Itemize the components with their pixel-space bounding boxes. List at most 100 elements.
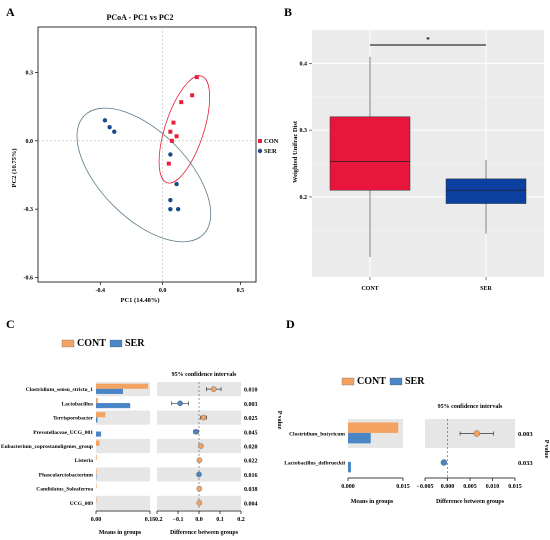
difference-point — [196, 457, 203, 464]
p-value: 0.003 — [518, 431, 533, 438]
pcoa-xlabel: PC1 (14.48%) — [121, 297, 160, 304]
pcoa-xtick-label: -0.4 — [96, 288, 106, 294]
legend-label-ser: SER — [405, 376, 425, 387]
panel-c-plot-area: Clostridium_sensu_stricto_1 0.010 Lactobac… — [1, 382, 258, 523]
legend-label-cont: CONT — [357, 376, 386, 387]
pcoa-point-ser — [168, 197, 173, 203]
legend-swatch-ser — [389, 377, 403, 386]
boxplot-ylabel: Weighted Unifrac Dist — [292, 120, 299, 183]
pcoa-plot-area: -0.4 0.0 0.5 -0.6 -0.3 0.0 0.3 CON SER — [24, 26, 279, 294]
right-xtick-label: 0.1 — [216, 517, 224, 523]
difference-point — [210, 386, 217, 392]
boxplot-ytick-label: 0.2 — [300, 195, 308, 201]
mean-bar-cont — [96, 412, 106, 418]
panel-b-letter: B — [284, 5, 292, 19]
row-band-right — [157, 410, 241, 425]
difference-point — [196, 485, 203, 492]
pcoa-point-ser — [168, 152, 173, 157]
pcoa-title: PCoA - PC1 vs PC2 — [106, 13, 173, 22]
panel-c-left-xlabel: Means in groups — [99, 530, 142, 536]
left-xtick-label: 0.00 — [91, 517, 102, 523]
p-value: 0.003 — [244, 402, 258, 408]
legend-label-cont: CONT — [77, 338, 106, 349]
right-xtick-label: 0.005 — [463, 484, 477, 490]
boxplot-significance-star: * — [426, 36, 430, 44]
taxon-label: Clostridium_sensu_stricto_1 — [26, 387, 93, 393]
taxon-label: Listeria — [75, 458, 94, 464]
p-value: 0.033 — [518, 460, 533, 467]
left-xtick-label: 0.000 — [341, 484, 355, 490]
boxplot-xtick-label: CONT — [361, 286, 378, 292]
row-band-left — [96, 438, 150, 454]
pcoa-point-ser — [174, 181, 179, 187]
panel-d-legend: CONT SER — [341, 376, 425, 387]
legend-swatch-cont — [61, 339, 75, 348]
mean-bar-ser — [348, 432, 371, 444]
boxplot-box-ser — [445, 178, 527, 204]
pcoa-point-con — [169, 138, 174, 143]
difference-point — [177, 400, 183, 407]
panel-b-boxplot: B Weighted Unifrac Dist 0.2 0.3 0.4 CONT SER… — [284, 5, 544, 292]
p-value: 0.004 — [244, 501, 258, 507]
taxon-label: Clostridium_butyricum — [289, 432, 345, 438]
right-xtick-label: −0.005 — [417, 484, 434, 490]
panel-c-pvalue-label: P value — [276, 411, 282, 430]
mean-bar-ser — [96, 417, 98, 423]
p-value: 0.045 — [244, 430, 258, 436]
row-band-right — [157, 382, 241, 397]
right-xtick-label: 0.015 — [508, 484, 522, 490]
right-xtick-label: 0.000 — [441, 484, 455, 490]
pcoa-point-ser — [175, 206, 181, 212]
difference-point — [473, 430, 480, 437]
p-value: 0.016 — [244, 473, 258, 479]
mean-bar-cont — [96, 497, 97, 503]
pcoa-point-ser — [107, 124, 112, 130]
pcoa-point-ser — [168, 206, 173, 212]
boxplot-plot-area: 0.2 0.3 0.4 CONT SER * — [300, 29, 544, 292]
pcoa-legend-swatch — [257, 148, 263, 154]
mean-bar-cont — [96, 454, 97, 460]
pcoa-point-con — [194, 75, 199, 80]
pcoa-ytick-label: -0.3 — [24, 207, 34, 213]
taxon-label: UCG_009 — [70, 501, 93, 507]
taxon-label: Eubacterium_coprostanoligenes_group — [1, 444, 93, 450]
right-xtick-label: 0.2 — [237, 517, 245, 523]
p-value: 0.025 — [244, 416, 258, 422]
panel-d-left-xlabel: Means in groups — [351, 499, 394, 505]
pcoa-point-con — [174, 134, 179, 139]
legend-label-ser: SER — [125, 338, 145, 349]
mean-bar-cont — [96, 440, 100, 446]
pcoa-ellipse-ser — [76, 107, 212, 243]
pcoa-legend-label: CON — [264, 138, 279, 145]
pcoa-ytick-label: 0.3 — [26, 71, 34, 77]
pcoa-xtick-label: 0.5 — [237, 288, 245, 294]
panel-c-right-xlabel: Difference between groups — [170, 530, 239, 536]
difference-point — [440, 459, 448, 466]
pcoa-legend-swatch — [258, 139, 262, 143]
panel-c-legend: CONT SER — [61, 338, 145, 349]
row-band-left — [96, 467, 150, 482]
taxon-label: Lactobacillus — [62, 401, 93, 407]
mean-bar-ser — [96, 388, 123, 394]
right-xtick-label: −0.2 — [152, 517, 163, 523]
pcoa-point-ser — [102, 118, 108, 123]
pcoa-ellipse-con — [158, 75, 211, 184]
pcoa-legend-label: SER — [264, 148, 277, 155]
difference-point — [200, 414, 207, 421]
taxon-label: Prevotellaceae_UCG_001 — [33, 430, 93, 436]
difference-point — [196, 471, 202, 478]
pcoa-point-con — [171, 120, 176, 125]
panel-d-pvalue-label: P value — [543, 440, 549, 459]
pcoa-ytick-label: 0.0 — [26, 139, 34, 145]
pcoa-point-con — [190, 93, 195, 98]
boxplot-ytick-label: 0.3 — [300, 128, 308, 134]
mean-bar-ser — [96, 403, 131, 409]
legend-swatch-ser — [109, 339, 123, 348]
mean-bar-cont — [348, 422, 399, 433]
row-band-left — [96, 495, 150, 510]
mean-bar-cont — [96, 469, 97, 475]
pcoa-frame — [37, 26, 257, 283]
mean-bar-cont — [96, 397, 98, 404]
mean-bar-ser — [96, 431, 102, 437]
